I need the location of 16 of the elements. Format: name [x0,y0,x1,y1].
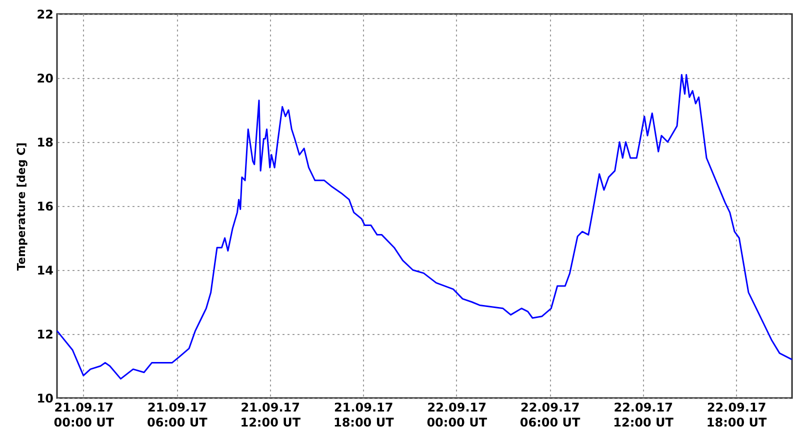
x-tick-label: 21.09.17 06:00 UT [146,400,208,430]
x-tick-label: 21.09.17 00:00 UT [54,400,115,430]
x-tick-label: 21.09.17 18:00 UT [333,400,395,430]
y-tick-label: 10 [36,392,54,406]
x-tick-label: 22.09.17 06:00 UT [520,400,582,430]
x-tick-label: 21.09.17 12:00 UT [240,400,302,430]
x-tick-label: 22.09.17 18:00 UT [706,400,768,430]
y-axis-title: Temperature [deg C] [14,142,28,271]
x-tick-label: 22.09.17 12:00 UT [613,400,674,430]
y-tick-label: 12 [36,328,54,342]
y-tick-label: 20 [36,72,54,86]
y-tick-label: 14 [36,264,54,278]
y-tick-label: 18 [36,136,54,150]
y-tick-label: 22 [36,8,54,22]
x-tick-label: 22.09.17 00:00 UT [426,400,488,430]
y-tick-label: 16 [36,200,54,214]
